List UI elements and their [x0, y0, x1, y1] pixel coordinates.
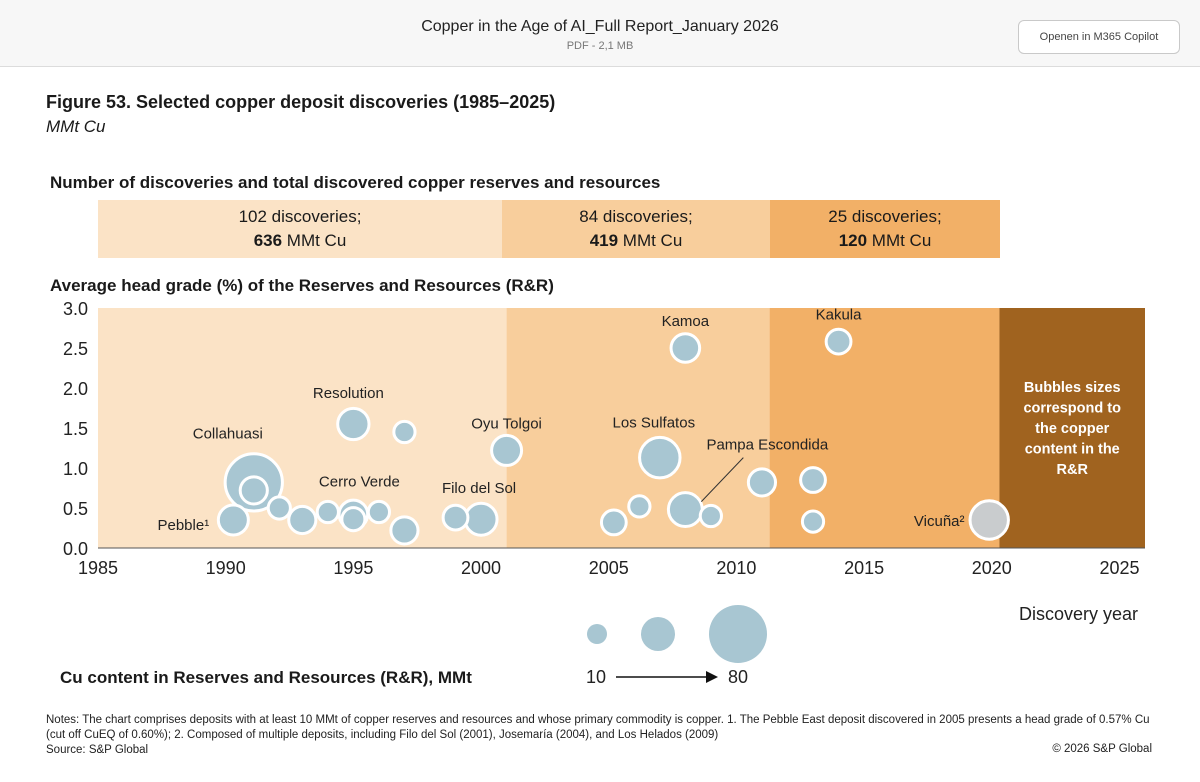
- deposit-bubble: [599, 508, 628, 537]
- deposit-bubble: [392, 419, 417, 445]
- grade-heading: Average head grade (%) of the Reserves a…: [50, 276, 554, 295]
- discoveries-heading: Number of discoveries and total discover…: [50, 173, 661, 192]
- deposit-label-filo-del-sol: Filo del Sol: [442, 480, 516, 497]
- chart-notes: Notes: The chart comprises deposits with…: [46, 713, 1156, 758]
- deposit-bubble: [627, 494, 652, 519]
- figure-subtitle: MMt Cu: [46, 117, 106, 136]
- deposit-bubble: [463, 501, 499, 537]
- deposit-bubble: [824, 327, 853, 356]
- x-tick-label: 1995: [333, 558, 373, 578]
- period-3-total: 120 MMt Cu: [838, 231, 932, 250]
- deposit-bubble: [315, 499, 340, 525]
- deposit-label-cerro-verde: Cerro Verde: [319, 473, 400, 490]
- deposit-bubble: [336, 406, 371, 442]
- deposit-bubble: [287, 504, 318, 536]
- deposit-label-kamoa: Kamoa: [662, 313, 710, 330]
- deposit-bubble: [216, 503, 250, 537]
- period-2-count: 84 discoveries;: [579, 207, 693, 226]
- deposit-label-oyu-tolgoi: Oyu Tolgoi: [471, 415, 542, 432]
- deposit-bubble: [666, 491, 704, 529]
- discoveries-period-2: 84 discoveries; 419 MMt Cu: [502, 200, 770, 258]
- x-tick-label: 2015: [844, 558, 884, 578]
- legend-bubble: [641, 617, 675, 651]
- deposit-bubble: [669, 332, 702, 364]
- x-tick-label: 2025: [1099, 558, 1139, 578]
- bubble-size-annotation: Bubbles sizes correspond to the copper cont…: [1023, 380, 1121, 478]
- document-meta: PDF - 2,1 MB: [566, 40, 634, 52]
- legend-arrow-head: [706, 671, 718, 683]
- deposit-bubble: [340, 506, 367, 533]
- notes-text: Notes: The chart comprises deposits with…: [46, 714, 1150, 741]
- period-band-3: [769, 308, 1000, 548]
- deposit-label-resolution: Resolution: [313, 385, 384, 402]
- deposit-label-kakula: Kakula: [816, 307, 863, 324]
- y-tick-label: 0.0: [63, 539, 88, 559]
- deposit-bubble: [389, 515, 420, 546]
- period-1-count: 102 discoveries;: [238, 207, 362, 226]
- legend-bubble: [587, 624, 607, 644]
- pampa-escondida-leader-line: [700, 457, 744, 502]
- x-tick-label: 2010: [716, 558, 756, 578]
- deposit-bubble: [746, 467, 778, 498]
- deposit-bubble: [441, 503, 470, 532]
- legend-min-label: 10: [586, 667, 606, 687]
- source-text: Source: S&P Global: [46, 744, 149, 756]
- x-tick-label: 1990: [206, 558, 246, 578]
- deposit-bubble: [638, 435, 682, 480]
- x-tick-label: 2000: [461, 558, 501, 578]
- x-tick-label: 1985: [78, 558, 118, 578]
- legend-max-label: 80: [728, 667, 748, 687]
- deposit-label-los-sulfatos: Los Sulfatos: [613, 415, 696, 432]
- deposit-bubble: [799, 466, 827, 494]
- deposit-bubble: [490, 433, 524, 467]
- x-tick-label: 2020: [972, 558, 1012, 578]
- viewer-toolbar: Copper in the Age of AI_Full Report_Janu…: [0, 0, 1200, 67]
- period-2-total: 419 MMt Cu: [589, 231, 683, 250]
- legend-bubble: [709, 605, 767, 663]
- y-tick-label: 2.0: [63, 379, 88, 399]
- period-band-4: [999, 308, 1145, 548]
- discoveries-period-3: 25 discoveries; 120 MMt Cu: [770, 200, 1000, 258]
- deposit-bubble: [366, 499, 392, 525]
- y-tick-label: 2.5: [63, 339, 88, 359]
- deposit-label-vicu-a: Vicuña²: [914, 513, 965, 530]
- bubble-chart: 1985 1990 1995 2000 2005 2010 2015 2020 2025 0.0 0…: [63, 300, 1145, 687]
- x-tick-label: 2005: [589, 558, 629, 578]
- y-tick-label: 1.0: [63, 459, 88, 479]
- y-tick-label: 1.5: [63, 419, 88, 439]
- deposit-bubble: [266, 495, 292, 521]
- deposit-bubble: [698, 503, 723, 529]
- deposit-bubble: [800, 509, 826, 534]
- period-1-total: 636 MMt Cu: [253, 231, 347, 250]
- open-in-copilot-button[interactable]: Openen in M365 Copilot: [1018, 20, 1180, 54]
- document-title: Copper in the Age of AI_Full Report_Janu…: [421, 18, 779, 35]
- deposit-label-pebble: Pebble¹: [157, 517, 209, 534]
- period-3-count: 25 discoveries;: [828, 207, 942, 226]
- copyright-text: © 2026 S&P Global: [1052, 743, 1152, 755]
- deposit-label-collahuasi: Collahuasi: [193, 425, 263, 442]
- y-tick-label: 0.5: [63, 499, 88, 519]
- deposit-label-pampa-escondida: Pampa Escondida: [706, 437, 828, 454]
- deposit-bubble: [968, 499, 1010, 541]
- y-tick-label: 3.0: [63, 300, 88, 319]
- deposit-bubble: [238, 475, 269, 506]
- x-axis-title: Discovery year: [1019, 604, 1138, 624]
- discoveries-period-1: 102 discoveries; 636 MMt Cu: [98, 200, 502, 258]
- bubble-size-caption: Cu content in Reserves and Resources (R&…: [60, 668, 472, 687]
- figure-title: Figure 53. Selected copper deposit disco…: [46, 92, 556, 112]
